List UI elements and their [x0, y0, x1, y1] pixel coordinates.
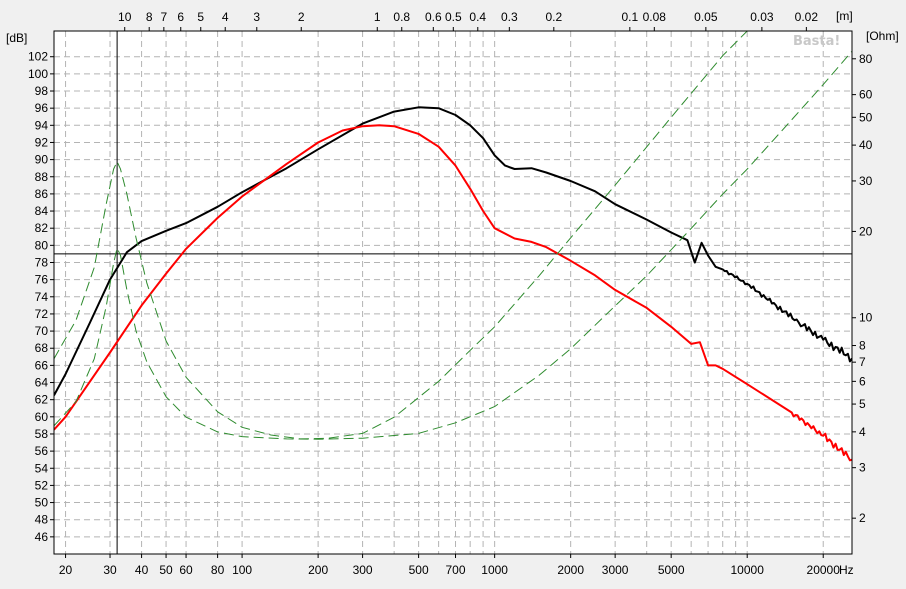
- top-tick-label: 2: [298, 10, 305, 24]
- y-tick-label: 88: [35, 170, 49, 184]
- x-tick-label: 200: [308, 563, 328, 577]
- top-tick-label: 10: [118, 10, 132, 24]
- y-tick-label: 86: [35, 187, 49, 201]
- series-group: [54, 31, 852, 462]
- y-tick-label: 52: [35, 478, 49, 492]
- top-tick-label: 0.02: [795, 10, 819, 24]
- top-tick-label: 0.1: [621, 10, 638, 24]
- x-tick-label: 40: [135, 563, 149, 577]
- brand-watermark: Basta!: [793, 34, 840, 49]
- x-tick-label: 300: [353, 563, 373, 577]
- y-tick-label: 60: [35, 410, 49, 424]
- right-tick-label: 7: [859, 355, 866, 369]
- y-tick-label: 92: [35, 135, 49, 149]
- cursor: [54, 31, 852, 554]
- x-tick-label: 3000: [602, 563, 629, 577]
- y-tick-label: 56: [35, 444, 49, 458]
- top-tick-label: 0.2: [545, 10, 562, 24]
- y-tick-label: 100: [28, 67, 48, 81]
- plot-area: [54, 31, 852, 554]
- y-tick-label: 48: [35, 513, 49, 527]
- y-tick-label: 96: [35, 101, 49, 115]
- x-tick-label: 500: [409, 563, 429, 577]
- y-tick-label: 72: [35, 307, 49, 321]
- x-tick-label: 10000: [731, 563, 765, 577]
- top-tick-label: 0.5: [445, 10, 462, 24]
- x-tick-label: 30: [103, 563, 117, 577]
- x-tick-label: 5000: [658, 563, 685, 577]
- x-tick-label: 60: [179, 563, 193, 577]
- right-tick-label: 8: [859, 339, 866, 353]
- top-tick-label: 5: [197, 10, 204, 24]
- right-tick-label: 3: [859, 461, 866, 475]
- x-unit-label: Hz: [839, 563, 854, 577]
- top-tick-label: 0.8: [393, 10, 410, 24]
- top-tick-label: 0.3: [501, 10, 518, 24]
- right-unit-label: [Ohm]: [866, 29, 899, 43]
- top-tick-label: 1: [374, 10, 381, 24]
- y-tick-label: 78: [35, 255, 49, 269]
- y-tick-label: 66: [35, 358, 49, 372]
- y-tick-label: 46: [35, 530, 49, 544]
- y-tick-label: 76: [35, 273, 49, 287]
- top-tick-label: 0.4: [469, 10, 486, 24]
- series-line-1: [54, 106, 852, 396]
- series-line-2: [54, 124, 852, 462]
- right-tick-label: 50: [859, 110, 873, 124]
- x-tick-label: 20: [59, 563, 73, 577]
- x-tick-label: 80: [211, 563, 225, 577]
- x-tick-label: 50: [159, 563, 173, 577]
- tick-labels: 20 30 40 50 60 80 100 200 300 500 700 1000 2000 3000 5…: [28, 10, 873, 577]
- top-tick-label: 8: [146, 10, 153, 24]
- y-tick-label: 82: [35, 221, 49, 235]
- top-tick-label: 0.03: [750, 10, 774, 24]
- right-tick-label: 40: [859, 138, 873, 152]
- top-tick-label: 3: [253, 10, 260, 24]
- right-tick-label: 30: [859, 174, 873, 188]
- grid: [54, 31, 852, 554]
- top-tick-label: 7: [160, 10, 167, 24]
- top-tick-label: 0.08: [643, 10, 667, 24]
- y-tick-label: 80: [35, 238, 49, 252]
- top-tick-label: 0.05: [694, 10, 718, 24]
- y-tick-label: 64: [35, 376, 49, 390]
- y-tick-label: 84: [35, 204, 49, 218]
- top-tick-label: 6: [177, 10, 184, 24]
- x-tick-label: 20000: [807, 563, 841, 577]
- right-tick-label: 60: [859, 88, 873, 102]
- y-tick-label: 98: [35, 84, 49, 98]
- x-tick-label: 2000: [557, 563, 584, 577]
- right-tick-label: 4: [859, 425, 866, 439]
- x-tick-label: 700: [446, 563, 466, 577]
- top-tick-label: 4: [222, 10, 229, 24]
- right-tick-label: 20: [859, 224, 873, 238]
- right-tick-label: 6: [859, 374, 866, 388]
- y-tick-label: 74: [35, 290, 49, 304]
- right-tick-label: 2: [859, 511, 866, 525]
- right-tick-label: 5: [859, 397, 866, 411]
- right-tick-label: 80: [859, 52, 873, 66]
- y-tick-label: 102: [28, 50, 48, 64]
- series-line-3: [54, 31, 748, 440]
- y-tick-label: 70: [35, 324, 49, 338]
- series-line-4: [54, 50, 852, 440]
- y-tick-label: 94: [35, 118, 49, 132]
- top-tick-label: 0.6: [425, 10, 442, 24]
- x-tick-label: 100: [232, 563, 252, 577]
- y-tick-label: 90: [35, 153, 49, 167]
- top-unit-label: [m]: [836, 9, 853, 23]
- tick-marks: [50, 27, 856, 558]
- y-tick-label: 58: [35, 427, 49, 441]
- y-tick-label: 50: [35, 496, 49, 510]
- y-tick-label: 62: [35, 393, 49, 407]
- right-tick-label: 10: [859, 311, 873, 325]
- x-tick-label: 1000: [481, 563, 508, 577]
- y-tick-label: 54: [35, 461, 49, 475]
- y-tick-label: 68: [35, 341, 49, 355]
- left-unit-label: [dB]: [6, 31, 27, 45]
